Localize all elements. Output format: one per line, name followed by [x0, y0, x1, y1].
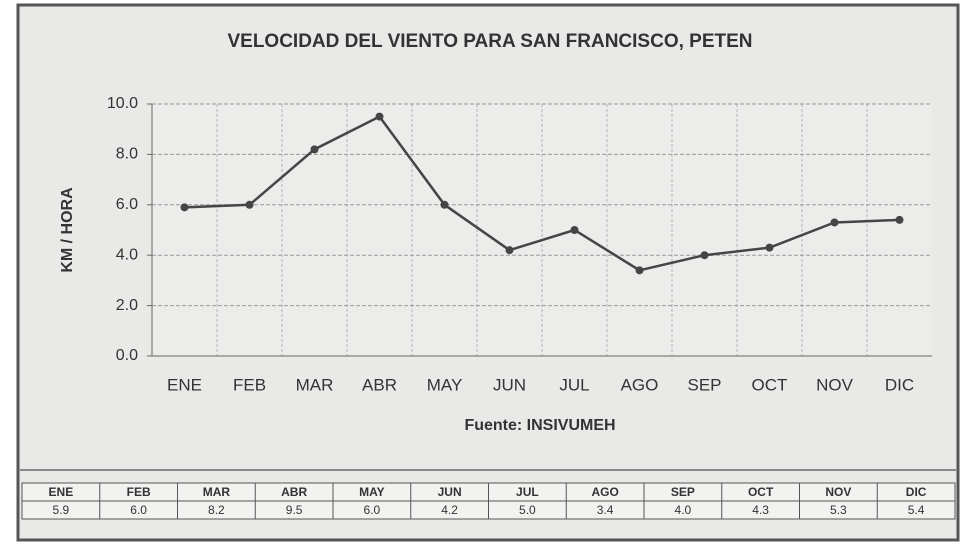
- table-value-cell: 4.3: [752, 503, 769, 517]
- table-header-cell: NOV: [825, 485, 851, 499]
- data-point: [830, 218, 839, 227]
- data-point: [570, 226, 579, 234]
- x-tick-label: MAR: [296, 375, 334, 394]
- x-tick-label: OCT: [752, 375, 788, 394]
- y-tick-label: 8.0: [116, 146, 138, 163]
- table-header-cell: ABR: [281, 485, 307, 499]
- x-tick-label: ABR: [362, 375, 397, 394]
- table-header-cell: SEP: [671, 485, 695, 499]
- data-point: [245, 200, 254, 209]
- table-header-cell: MAY: [359, 485, 385, 499]
- table-header-cell: JUN: [438, 485, 462, 499]
- y-tick-label: 10.0: [107, 95, 138, 112]
- data-point: [700, 251, 709, 260]
- data-point: [180, 203, 189, 212]
- data-point: [310, 145, 319, 154]
- x-tick-label: SEP: [687, 375, 721, 394]
- x-tick-label: FEB: [233, 375, 266, 394]
- y-axis-label: KM / HORA: [59, 187, 76, 273]
- data-line: [184, 115, 900, 272]
- table-header-cell: MAR: [203, 485, 231, 499]
- table-value-cell: 5.9: [53, 503, 70, 517]
- y-tick-label: 6.0: [116, 196, 138, 213]
- data-point: [895, 215, 904, 224]
- table-value-cell: 4.2: [441, 503, 458, 517]
- y-tick-label: 4.0: [116, 246, 138, 263]
- table-value-cell: 5.0: [519, 503, 536, 517]
- y-tick-label: 2.0: [116, 297, 138, 314]
- table-value-cell: 4.0: [675, 503, 692, 517]
- table-value-cell: 3.4: [597, 503, 614, 517]
- chart-title: VELOCIDAD DEL VIENTO PARA SAN FRANCISCO,…: [227, 31, 752, 52]
- table-value-cell: 6.0: [364, 503, 381, 517]
- table-value-cell: 8.2: [208, 503, 225, 517]
- x-tick-label: MAY: [427, 375, 463, 394]
- x-tick-label: JUL: [559, 375, 589, 394]
- table-header-cell: OCT: [748, 485, 774, 499]
- table-value-cell: 9.5: [286, 503, 303, 517]
- table-value-cell: 5.4: [908, 503, 925, 517]
- x-tick-label: NOV: [816, 375, 854, 394]
- table-header-cell: JUL: [516, 485, 539, 499]
- x-tick-label: DIC: [885, 375, 914, 394]
- data-point: [505, 246, 514, 255]
- x-tick-label: ENE: [167, 375, 202, 394]
- table-header-cell: ENE: [49, 485, 74, 499]
- x-tick-label: AGO: [621, 375, 659, 394]
- table-value-cell: 5.3: [830, 503, 847, 517]
- table-value-cell: 6.0: [130, 503, 147, 517]
- data-point: [375, 112, 384, 121]
- data-point: [635, 266, 644, 275]
- data-point: [440, 200, 449, 209]
- x-tick-label: JUN: [493, 375, 526, 394]
- table-header-cell: FEB: [127, 485, 151, 499]
- table-header-cell: AGO: [591, 485, 618, 499]
- data-point: [765, 243, 774, 252]
- source-note: Fuente: INSIVUMEH: [464, 417, 615, 434]
- y-tick-label: 0.0: [116, 347, 138, 364]
- table-header-cell: DIC: [906, 485, 927, 499]
